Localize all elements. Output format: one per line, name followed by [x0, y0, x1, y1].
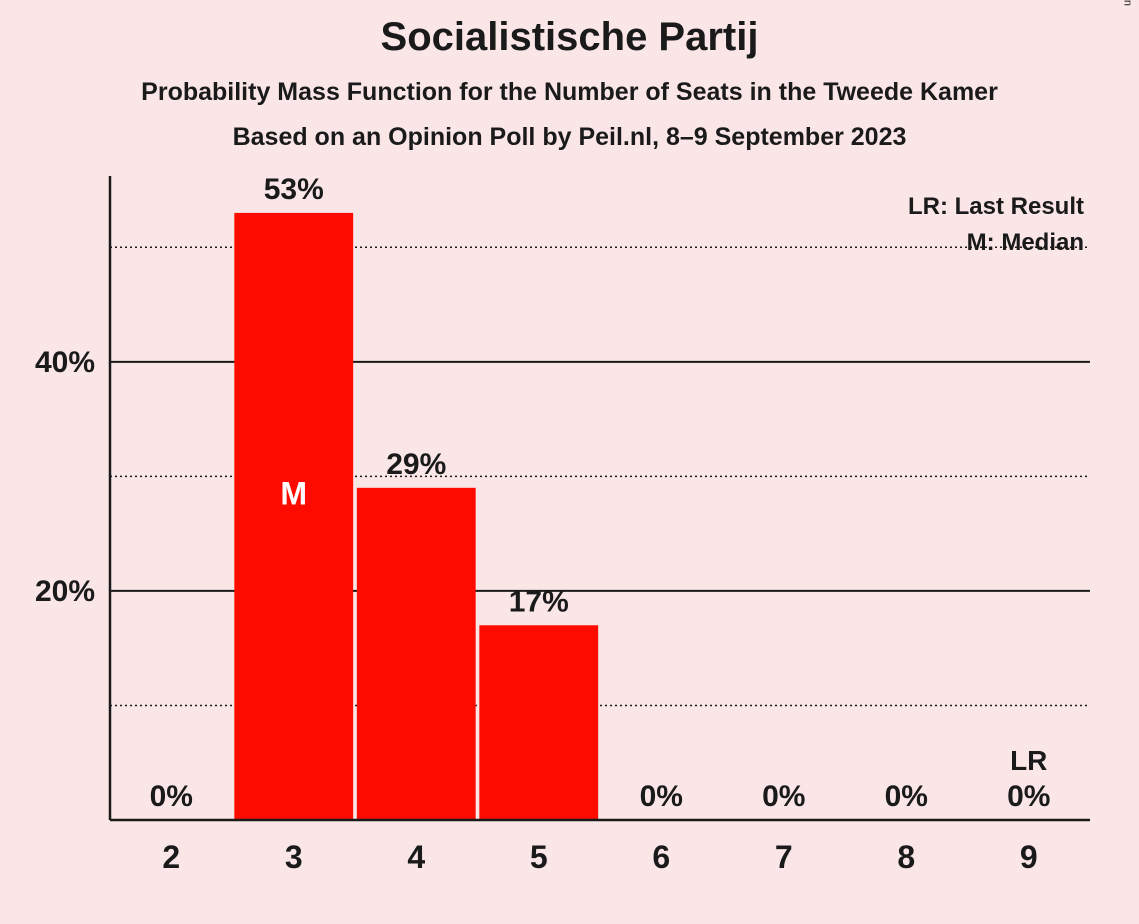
pmf-chart: Socialistische Partij Probability Mass Fu… [0, 0, 1139, 924]
chart-subtitle-2: Based on an Opinion Poll by Peil.nl, 8–9… [233, 123, 907, 151]
chart-title: Socialistische Partij [381, 15, 759, 59]
bar-value-label: 0% [640, 780, 683, 813]
bar-value-label: 0% [1007, 780, 1050, 813]
chart-subtitle-1: Probability Mass Function for the Number… [141, 78, 998, 106]
legend-line: LR: Last Result [908, 193, 1084, 220]
bar-value-label: 0% [150, 780, 193, 813]
bar-value-label: 53% [264, 173, 324, 206]
y-tick-label: 40% [35, 346, 95, 379]
last-result-marker: LR [1010, 745, 1047, 776]
bar [357, 488, 476, 820]
bar-value-label: 0% [885, 780, 928, 813]
bar [234, 213, 353, 820]
x-tick-label: 7 [775, 839, 793, 875]
copyright-text: © 2023 Filip van Laenen [1121, 0, 1133, 6]
bar-value-label: 0% [762, 780, 805, 813]
x-tick-label: 4 [407, 839, 425, 875]
bar [479, 625, 598, 820]
median-marker: M [280, 475, 307, 511]
x-tick-label: 8 [897, 839, 915, 875]
bar-value-label: 29% [386, 448, 446, 481]
x-tick-label: 6 [652, 839, 670, 875]
x-tick-label: 5 [530, 839, 548, 875]
chart-container: Socialistische Partij Probability Mass Fu… [0, 0, 1139, 924]
x-tick-label: 9 [1020, 839, 1038, 875]
legend-line: M: Median [967, 229, 1084, 256]
y-tick-label: 20% [35, 575, 95, 608]
x-tick-label: 3 [285, 839, 303, 875]
x-tick-label: 2 [162, 839, 180, 875]
bar-value-label: 17% [509, 585, 569, 618]
